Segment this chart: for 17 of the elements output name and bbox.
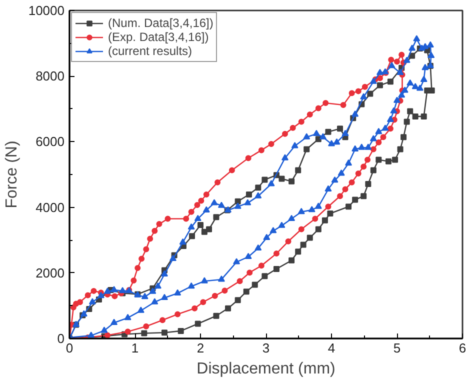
x-tick-label: 2 (196, 340, 204, 356)
legend-label: (Num. Data[3,4,16]) (108, 16, 214, 30)
legend-label: (current results) (108, 44, 192, 58)
legend-label: (Exp. Data[3,4,16]) (108, 30, 209, 44)
y-tick-label: 6000 (36, 134, 64, 150)
x-tick-label: 5 (393, 340, 401, 356)
y-axis-title: Force (N) (3, 140, 20, 208)
y-tick-label: 0 (57, 331, 65, 346)
x-tick-label: 4 (328, 340, 336, 356)
x-axis-title: Displacement (mm) (196, 360, 336, 378)
x-tick-label: 6 (458, 340, 466, 356)
y-tick-label: 4000 (36, 200, 64, 215)
y-tick-label: 2000 (36, 265, 64, 280)
x-tick-label: 3 (262, 340, 270, 356)
y-tick-label: 10000 (28, 3, 65, 18)
y-tick-label: 8000 (36, 68, 64, 84)
x-tick-label: 1 (131, 340, 139, 356)
